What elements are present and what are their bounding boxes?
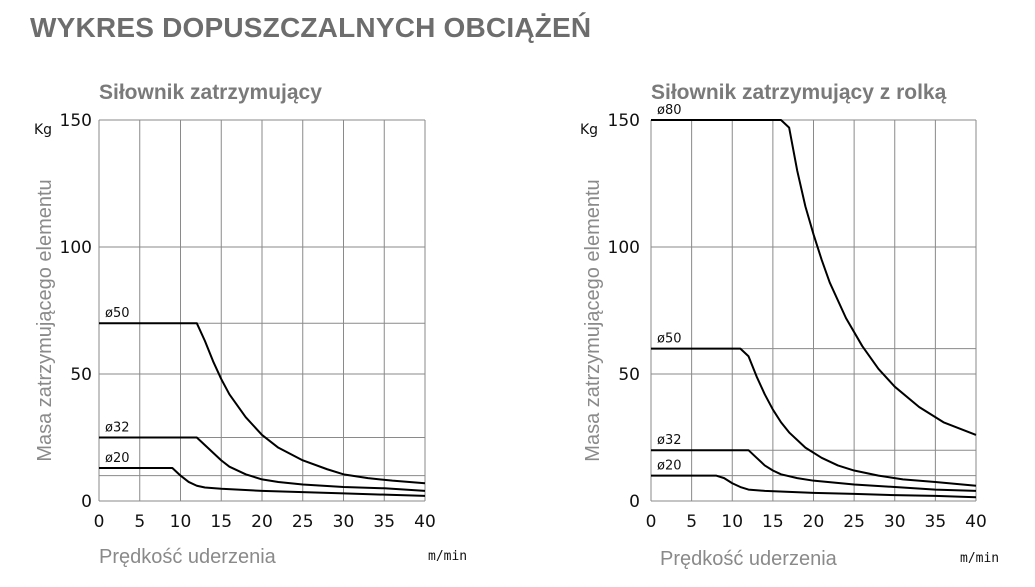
chart-1-ytick-label: 50 (70, 365, 92, 385)
chart-1-series-line-1 (99, 436, 426, 492)
chart-1-ytick-label: 100 (60, 238, 92, 258)
chart-2-series-label-3: ø20 (657, 459, 682, 474)
chart-2-xtick-label: 0 (646, 512, 657, 532)
chart-2-series-line-0 (651, 119, 977, 436)
page-title: WYKRES DOPUSZCZALNYCH OBCIĄŻEŃ (30, 12, 592, 43)
chart-1-series-line-0 (99, 322, 426, 485)
chart-1-y-unit: Kg (34, 122, 52, 138)
chart-2-xtick-label: 20 (803, 512, 825, 532)
chart-2-y-unit: Kg (580, 122, 598, 138)
chart-1-ytick-label: 150 (60, 111, 92, 131)
chart-1-series-label-1: ø32 (105, 421, 130, 436)
chart-2-ytick-label: 50 (618, 365, 640, 385)
chart-1-series-label-0: ø50 (105, 306, 130, 321)
chart-2-xtick-label: 30 (884, 512, 906, 532)
chart-1-title: Siłownik zatrzymujący (99, 81, 322, 104)
chart-2-x-axis-title: Prędkość uderzenia (660, 548, 838, 570)
chart-1-xtick-label: 35 (373, 512, 395, 532)
chart-1-ytick-label: 0 (81, 492, 92, 512)
chart-2-xtick-label: 25 (843, 512, 865, 532)
chart-2-series-label-2: ø32 (657, 433, 682, 448)
chart-1-x-unit: m/min (428, 549, 467, 564)
chart-2-series-label-1: ø50 (657, 332, 682, 347)
chart-2-title: Siłownik zatrzymujący z rolką (651, 81, 947, 104)
chart-2-ytick-label: 0 (629, 492, 640, 512)
chart-1-xtick-label: 20 (251, 512, 273, 532)
chart-2-xtick-label: 15 (762, 512, 784, 532)
chart-1-xtick-label: 10 (170, 512, 192, 532)
chart-1-xtick-label: 25 (292, 512, 314, 532)
chart-1-xtick-label: 0 (94, 512, 105, 532)
chart-2-series-line-1 (651, 347, 977, 487)
chart-2-xtick-label: 5 (686, 512, 697, 532)
chart-2-xtick-label: 40 (965, 512, 987, 532)
chart-1-x-axis-title: Prędkość uderzenia (99, 546, 277, 568)
chart-1-xtick-label: 5 (134, 512, 145, 532)
chart-2-ytick-label: 150 (608, 111, 640, 131)
chart-2-series-line-3 (651, 474, 977, 499)
chart-2-xtick-label: 10 (721, 512, 743, 532)
chart-1-xtick-label: 40 (414, 512, 436, 532)
chart-2-series-line-2 (651, 449, 977, 492)
chart-1-series-line-2 (99, 466, 426, 497)
chart-2-y-axis-title: Masa zatrzymującego elementu (582, 179, 604, 461)
chart-2-ytick-label: 100 (608, 238, 640, 258)
chart-2-xtick-label: 35 (925, 512, 947, 532)
chart-1-xtick-label: 15 (210, 512, 232, 532)
chart-1-xtick-label: 30 (333, 512, 355, 532)
chart-2-x-unit: m/min (960, 551, 999, 566)
chart-2-series-label-0: ø80 (657, 103, 682, 118)
chart-1-series-label-2: ø20 (105, 451, 130, 466)
chart-1-y-axis-title: Masa zatrzymującego elementu (34, 179, 56, 461)
